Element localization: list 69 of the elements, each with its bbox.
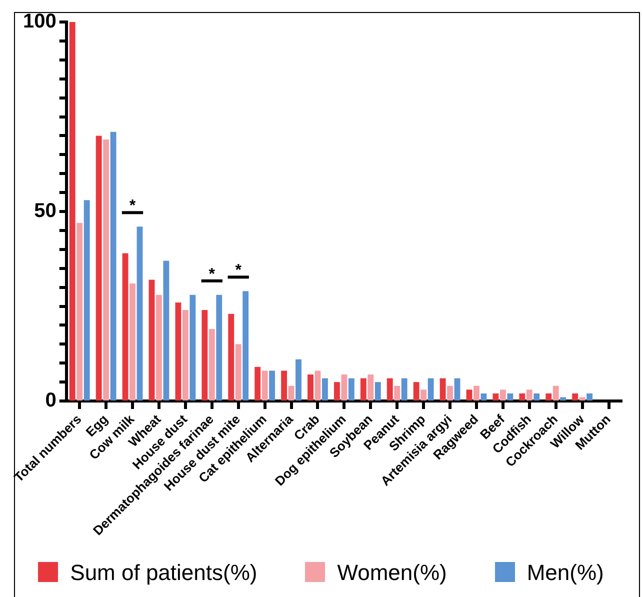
bar (386, 378, 393, 401)
bar (228, 314, 234, 401)
bar (254, 366, 261, 401)
annotation: * (208, 266, 216, 283)
bar (156, 294, 162, 401)
bar (190, 294, 196, 401)
bar (202, 310, 208, 401)
bar (69, 22, 76, 401)
bar (341, 374, 348, 401)
bar (262, 370, 268, 401)
bar (281, 370, 287, 401)
bar (368, 374, 374, 401)
bar (322, 378, 328, 401)
bar (534, 393, 540, 401)
bar (466, 390, 472, 401)
legend-label: Sum of patients(%) (69, 560, 258, 586)
bar (136, 226, 143, 401)
bar (308, 374, 314, 401)
legend-label: Men(%) (526, 560, 604, 586)
bar (288, 386, 294, 401)
bar (182, 310, 188, 401)
bar (420, 390, 427, 401)
bar (374, 382, 381, 401)
legend-label: Women(%) (336, 560, 447, 586)
bar (175, 302, 182, 401)
bar (334, 382, 340, 401)
bar (500, 390, 506, 401)
bar (526, 390, 532, 401)
bar (296, 359, 302, 401)
bar (163, 260, 170, 401)
bar (492, 393, 499, 401)
bar (586, 393, 593, 401)
bar (269, 370, 276, 401)
bar (579, 397, 586, 401)
bar (130, 284, 136, 401)
bar (122, 253, 128, 401)
bar (242, 291, 249, 401)
y-tick-label: 50 (34, 200, 56, 222)
bar (480, 393, 487, 401)
bar (546, 393, 552, 401)
bar (507, 393, 514, 401)
bar (454, 378, 460, 401)
bar (560, 397, 566, 401)
y-tick-label: 100 (22, 10, 56, 33)
bar (519, 393, 526, 401)
bar (314, 370, 321, 401)
bar (394, 386, 400, 401)
bar (235, 344, 242, 401)
bar (474, 386, 480, 401)
bar (110, 132, 116, 401)
bar (103, 139, 110, 401)
bar (572, 393, 578, 401)
bar (216, 294, 222, 401)
y-tick-label: 0 (45, 390, 56, 412)
bar (428, 378, 434, 401)
bar (552, 386, 559, 401)
bar (413, 382, 420, 401)
bar (96, 136, 102, 401)
bar (401, 378, 408, 401)
bar (76, 222, 83, 401)
bar (360, 378, 366, 401)
bar (148, 280, 155, 401)
bar (208, 329, 215, 401)
bar (447, 386, 453, 401)
annotation: * (235, 262, 242, 280)
bar (348, 378, 354, 401)
bar (84, 200, 90, 401)
annotation: * (129, 198, 136, 215)
bar (440, 378, 446, 401)
